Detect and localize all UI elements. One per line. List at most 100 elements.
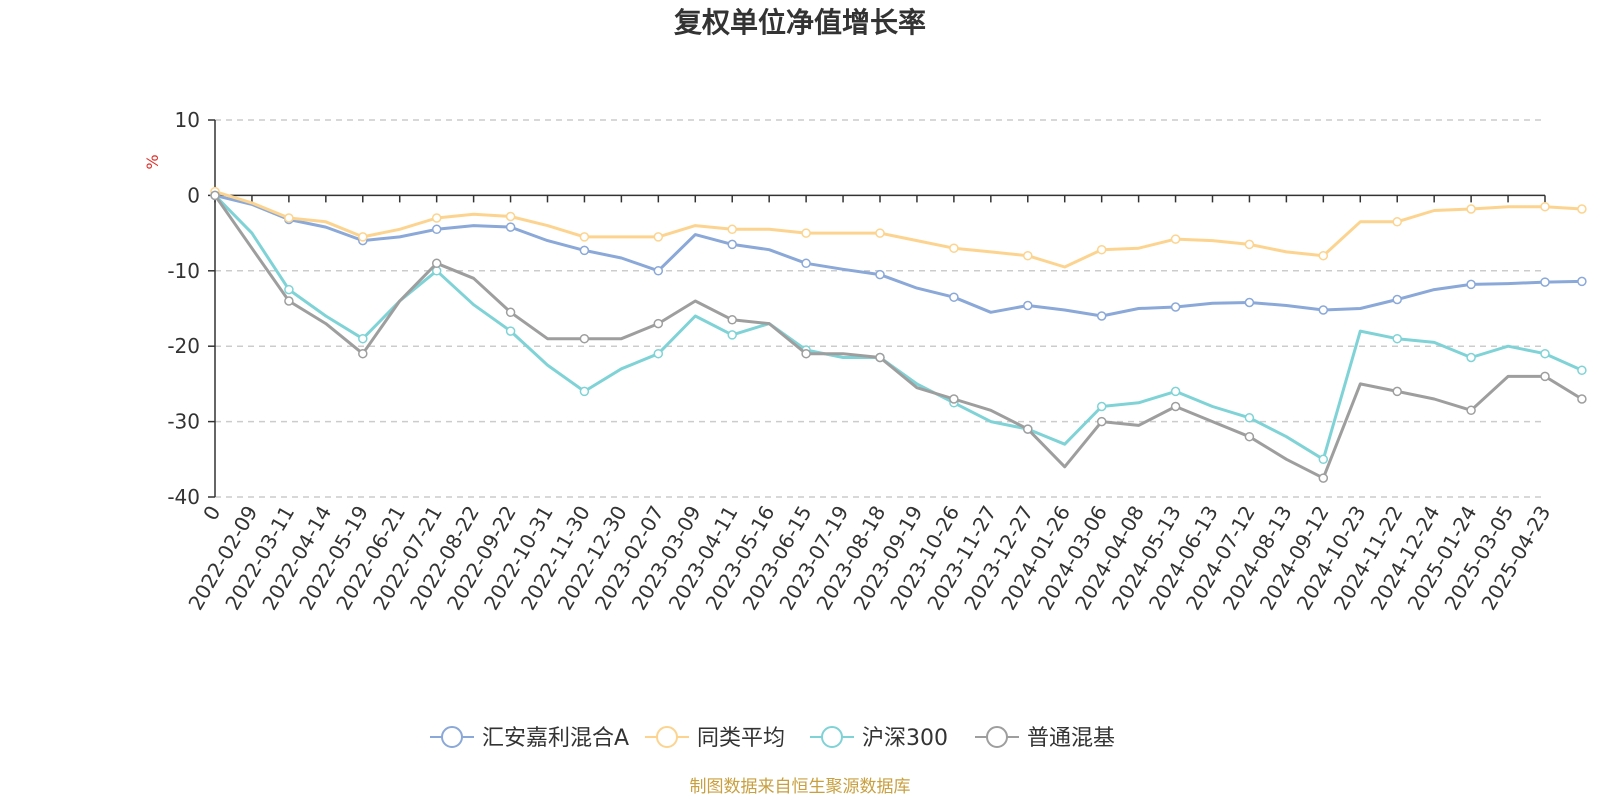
data-point	[284, 296, 294, 306]
data-point	[653, 232, 664, 242]
chart-title: 复权单位净值增长率	[674, 6, 926, 39]
data-point	[949, 394, 959, 404]
data-point	[1023, 424, 1033, 434]
data-point	[801, 258, 811, 269]
data-point	[875, 269, 885, 280]
data-point	[1318, 454, 1329, 465]
series-line	[214, 193, 1582, 318]
data-point	[1096, 244, 1107, 255]
data-point	[727, 239, 737, 250]
data-point	[1244, 297, 1255, 308]
y-tick-label: -10	[167, 259, 200, 283]
data-point	[1540, 201, 1550, 212]
series-line	[213, 194, 1583, 480]
data-point	[579, 386, 590, 397]
data-point	[1096, 401, 1107, 412]
data-point	[653, 318, 664, 329]
legend[interactable]: 汇安嘉利混合A 同类平均 沪深300 普通混基	[430, 726, 1115, 751]
data-point	[505, 222, 516, 232]
y-tick-label: -20	[167, 334, 200, 358]
data-point	[1577, 394, 1587, 404]
data-point	[1244, 431, 1255, 442]
data-point	[1392, 294, 1402, 305]
data-point	[284, 213, 294, 223]
data-point	[1577, 365, 1587, 376]
data-point	[727, 315, 737, 325]
data-point	[1170, 401, 1181, 412]
series-line	[213, 194, 1583, 461]
data-point	[431, 224, 442, 235]
legend-label: 汇安嘉利混合A	[482, 726, 629, 751]
y-tick-labels: 10 0 -10 -20 -30 -40	[167, 108, 200, 509]
data-point	[210, 190, 220, 201]
data-point	[505, 326, 516, 336]
data-point	[653, 266, 664, 276]
series-line	[214, 190, 1582, 269]
y-tick-label: 10	[175, 108, 200, 132]
data-point	[1392, 333, 1402, 344]
data-point	[284, 284, 294, 295]
data-point	[1392, 386, 1402, 397]
data-point	[801, 228, 811, 238]
data-point	[1244, 239, 1255, 250]
data-point	[579, 333, 590, 344]
data-point	[505, 211, 516, 222]
y-axis-label: %	[143, 154, 162, 169]
data-point	[1244, 413, 1255, 423]
data-point	[1023, 250, 1033, 261]
data-point	[1392, 217, 1402, 227]
data-point	[431, 213, 442, 223]
data-point	[1540, 371, 1550, 382]
data-point	[1540, 277, 1550, 287]
data-point	[727, 224, 737, 235]
data-point	[1577, 276, 1587, 287]
y-tick-label: -30	[167, 410, 200, 434]
legend-item-0[interactable]: 汇安嘉利混合A	[430, 726, 629, 751]
legend-item-3[interactable]: 普通混基	[975, 726, 1115, 751]
data-point	[1318, 250, 1329, 261]
x-tick-label: 0	[198, 502, 225, 525]
legend-item-1[interactable]: 同类平均	[645, 726, 785, 751]
axes	[208, 119, 1546, 498]
data-point	[1318, 473, 1329, 483]
legend-label: 同类平均	[697, 726, 785, 751]
series-1	[210, 186, 1587, 269]
data-point	[1096, 416, 1107, 427]
data-point	[1170, 234, 1181, 244]
data-point	[505, 307, 516, 318]
data-point	[949, 243, 959, 253]
data-point	[358, 348, 368, 359]
data-point	[875, 228, 885, 238]
y-tick-label: 0	[187, 183, 200, 207]
data-point	[358, 333, 368, 344]
data-point	[653, 348, 664, 359]
data-point	[1577, 204, 1587, 214]
series-0	[210, 190, 1587, 321]
data-point	[1170, 302, 1181, 312]
legend-label: 普通混基	[1027, 726, 1115, 751]
data-point	[949, 292, 959, 302]
legend-marker	[986, 726, 1008, 748]
data-point	[875, 352, 885, 363]
data-point	[1466, 204, 1476, 214]
legend-marker	[821, 726, 843, 748]
data-point	[727, 330, 737, 340]
data-point	[1318, 305, 1329, 315]
data-point	[431, 258, 442, 269]
data-point	[1023, 300, 1033, 311]
data-point	[1466, 352, 1476, 363]
series-lines	[210, 186, 1587, 483]
y-tick-label: -40	[167, 485, 200, 509]
series-3	[210, 190, 1587, 483]
legend-item-2[interactable]: 沪深300	[810, 726, 948, 751]
data-point	[801, 348, 811, 359]
data-point	[579, 245, 590, 256]
data-point	[358, 232, 368, 242]
data-point	[1466, 405, 1476, 416]
data-point	[1466, 279, 1476, 290]
data-point	[579, 232, 590, 242]
data-point	[1540, 348, 1550, 359]
legend-marker	[441, 726, 463, 748]
legend-marker	[656, 726, 678, 748]
